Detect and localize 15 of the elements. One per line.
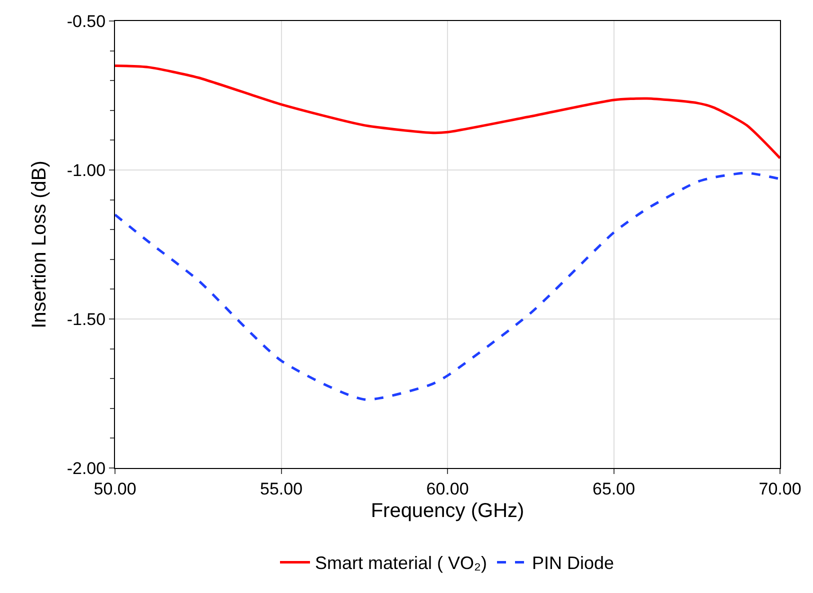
x-tick-label: 60.00 (426, 479, 469, 498)
x-tick-label: 55.00 (260, 479, 303, 498)
y-axis-title: Insertion Loss (dB) (28, 160, 50, 328)
x-axis-title: Frequency (GHz) (370, 500, 524, 522)
line-series (115, 64, 780, 160)
legend-label: Smart material ( VO₂) (315, 553, 488, 574)
y-tick-label: -1.50 (66, 310, 106, 329)
y-tick-label: -0.50 (66, 12, 106, 31)
y-tick-label: -1.00 (66, 160, 106, 180)
x-tick-label: 65.00 (592, 479, 636, 498)
line-series (115, 172, 780, 401)
legend-label: PIN Diode (532, 553, 614, 574)
x-tick-label: 70.00 (758, 479, 802, 498)
x-tick-label: 50.00 (94, 479, 136, 498)
y-tick-label: -2.00 (66, 458, 106, 478)
